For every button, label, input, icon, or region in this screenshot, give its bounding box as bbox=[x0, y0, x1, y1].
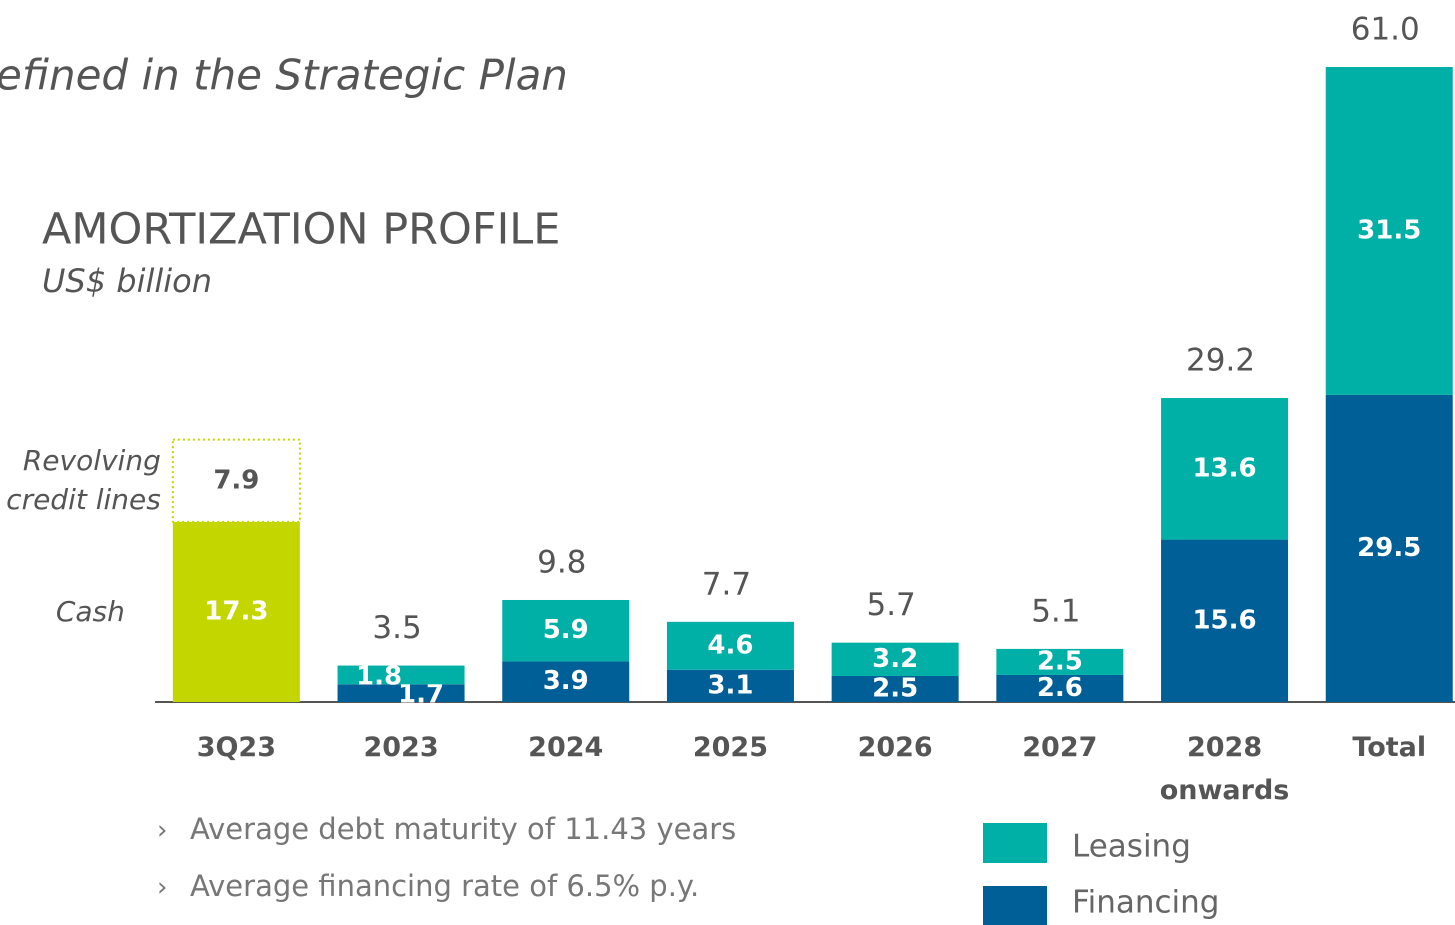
x-tick-label: 2025 bbox=[692, 732, 769, 763]
x-tick-label: 2026 bbox=[857, 732, 933, 763]
bar-segment bbox=[1161, 539, 1289, 702]
x-tick-label: Total bbox=[1352, 732, 1427, 763]
value-label: 29.5 bbox=[1357, 533, 1421, 563]
header: efined in the Strategic Plan bbox=[0, 51, 568, 100]
total-label: 5.7 bbox=[866, 587, 915, 623]
x-tick-label: 2023 bbox=[363, 732, 439, 763]
total-label: 9.8 bbox=[537, 544, 586, 580]
side-label: Cash bbox=[55, 594, 125, 628]
value-label: 15.6 bbox=[1192, 605, 1256, 635]
bar-segment bbox=[666, 621, 794, 670]
value-label: 2.5 bbox=[1037, 646, 1083, 676]
bar-segment bbox=[996, 648, 1124, 675]
note: Average debt maturity of 11.43 years bbox=[190, 812, 736, 846]
value-label: 1.8 bbox=[356, 661, 402, 691]
legend-label: Financing bbox=[1072, 885, 1219, 921]
total-label: 5.1 bbox=[1031, 593, 1080, 629]
bar-segment bbox=[831, 675, 959, 702]
legend-swatch bbox=[983, 823, 1047, 863]
value-label: 3.9 bbox=[543, 666, 589, 696]
note: Average financing rate of 6.5% p.y. bbox=[190, 869, 699, 903]
bar-segment bbox=[1161, 398, 1289, 540]
bar-segment bbox=[831, 642, 959, 676]
bar-segment bbox=[172, 521, 300, 702]
value-label: 13.6 bbox=[1192, 453, 1256, 483]
legend-label: Leasing bbox=[1072, 829, 1191, 865]
value-label: 5.9 bbox=[543, 615, 589, 645]
value-label: 2.5 bbox=[872, 673, 918, 703]
total-label: 61.0 bbox=[1351, 12, 1420, 48]
bar-segment bbox=[337, 665, 465, 685]
value-label: 4.6 bbox=[707, 630, 753, 660]
bar-segment bbox=[1325, 394, 1453, 702]
x-tick-label: 2027 bbox=[1022, 732, 1098, 763]
bar-segment bbox=[666, 669, 794, 702]
value-label: 2.6 bbox=[1037, 673, 1083, 703]
bar-segment bbox=[502, 599, 630, 662]
bullet: › bbox=[157, 816, 167, 846]
bullet: › bbox=[157, 873, 167, 903]
bar-segment bbox=[996, 674, 1124, 702]
x-tick-label: 2028 onwards bbox=[1159, 732, 1290, 806]
value-label: 3.2 bbox=[872, 644, 918, 674]
bar-segment-dotted bbox=[171, 438, 301, 523]
legend-swatch bbox=[983, 886, 1047, 925]
bar-segment bbox=[1325, 67, 1453, 395]
value-label: 3.1 bbox=[707, 670, 753, 700]
value-label: 7.9 bbox=[213, 465, 259, 495]
total-label: 29.2 bbox=[1186, 343, 1255, 379]
bar-segment bbox=[502, 661, 630, 702]
x-tick-label: 3Q23 bbox=[196, 732, 276, 763]
total-label: 3.5 bbox=[372, 610, 421, 646]
chart-title: AMORTIZATION PROFILE bbox=[42, 205, 560, 255]
x-tick-label: 2024 bbox=[528, 732, 604, 763]
chart-subtitle: US$ billion bbox=[42, 262, 212, 300]
value-label: 17.3 bbox=[204, 596, 268, 626]
bar-segment bbox=[337, 684, 465, 702]
total-label: 7.7 bbox=[702, 566, 751, 602]
value-label: 31.5 bbox=[1357, 215, 1421, 245]
side-label: Revolving credit lines bbox=[6, 443, 161, 516]
value-label: 1.7 bbox=[398, 680, 444, 710]
